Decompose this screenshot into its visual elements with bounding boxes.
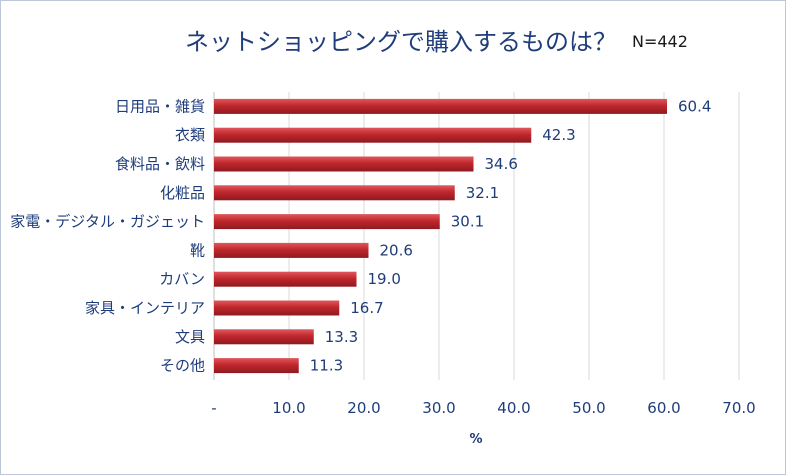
x-axis-title: % [469, 432, 482, 447]
category-label: 靴 [190, 241, 205, 259]
sample-size-note: N=442 [632, 32, 688, 51]
bar [214, 300, 340, 316]
category-label: その他 [160, 357, 205, 375]
bar [214, 185, 455, 201]
bar [214, 127, 532, 143]
bar [214, 358, 299, 374]
category-label: カバン [159, 270, 205, 288]
data-label: 16.7 [350, 299, 383, 317]
data-label: 42.3 [542, 126, 575, 144]
x-tick-label: 50.0 [572, 399, 605, 417]
category-label: 家具・インテリア [85, 299, 205, 317]
data-label: 60.4 [678, 97, 711, 115]
x-tick-label: 30.0 [422, 399, 455, 417]
category-label: 家電・デジタル・ガジェット [10, 213, 205, 231]
category-label: 日用品・雑貨 [115, 97, 205, 115]
data-label: 11.3 [310, 357, 343, 375]
bar [214, 329, 314, 345]
bar [214, 271, 357, 287]
data-label: 19.0 [368, 270, 401, 288]
x-tick-label: 60.0 [647, 399, 680, 417]
category-label: 化粧品 [160, 184, 205, 202]
data-label: 34.6 [485, 155, 518, 173]
x-tick-label: 70.0 [722, 399, 755, 417]
chart-title: ネットショッピングで購入するものは？ [185, 28, 617, 56]
x-tick-label: 40.0 [497, 399, 530, 417]
bar [214, 98, 667, 114]
x-tick-label: - [211, 399, 216, 417]
data-label: 32.1 [466, 184, 499, 202]
bar [214, 156, 474, 172]
x-tick-label: 20.0 [347, 399, 380, 417]
data-label: 13.3 [325, 328, 358, 346]
x-tick-label: 10.0 [272, 399, 305, 417]
category-label: 文具 [175, 328, 205, 346]
data-label: 30.1 [451, 213, 484, 231]
category-label: 衣類 [175, 126, 205, 144]
data-label: 20.6 [380, 241, 413, 259]
category-label: 食料品・飲料 [115, 155, 205, 173]
bar [214, 214, 440, 230]
bar [214, 242, 369, 258]
